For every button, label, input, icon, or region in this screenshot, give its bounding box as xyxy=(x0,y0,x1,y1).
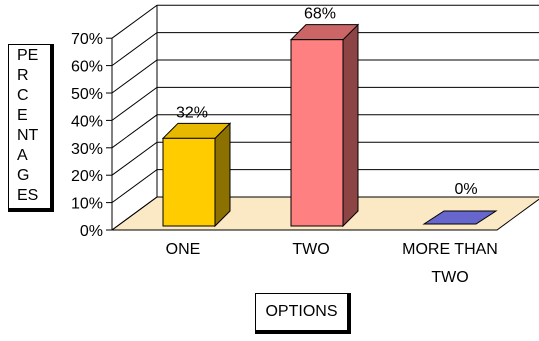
y-tick-label: 0% xyxy=(80,223,103,240)
x-axis-title: OPTIONS xyxy=(265,303,338,320)
x-axis-title-box: OPTIONS xyxy=(255,293,351,334)
y-tick-label: 10% xyxy=(71,196,103,213)
y-tick-label: 30% xyxy=(71,141,103,158)
data-label: 68% xyxy=(304,6,336,23)
y-tick-label: 60% xyxy=(71,59,103,76)
x-tick-label: TWO xyxy=(292,241,329,258)
y-tick-label: 50% xyxy=(71,86,103,103)
bar xyxy=(290,39,344,227)
y-axis-title-box: PERCENTAGES xyxy=(8,44,54,212)
bar-side xyxy=(342,23,359,228)
y-axis-title: PERCENTAGES xyxy=(17,47,39,204)
x-tick-label: TWO xyxy=(431,269,468,286)
data-label: 32% xyxy=(176,104,208,121)
y-tick-label: 40% xyxy=(71,113,103,130)
bar-side xyxy=(214,122,231,228)
bar xyxy=(162,137,216,227)
y-tick-label: 20% xyxy=(71,168,103,185)
x-tick-label: MORE THAN xyxy=(402,241,498,258)
data-label: 0% xyxy=(454,181,477,198)
y-tick-label: 70% xyxy=(71,31,103,48)
x-tick-label: ONE xyxy=(166,241,201,258)
bar xyxy=(422,210,498,225)
